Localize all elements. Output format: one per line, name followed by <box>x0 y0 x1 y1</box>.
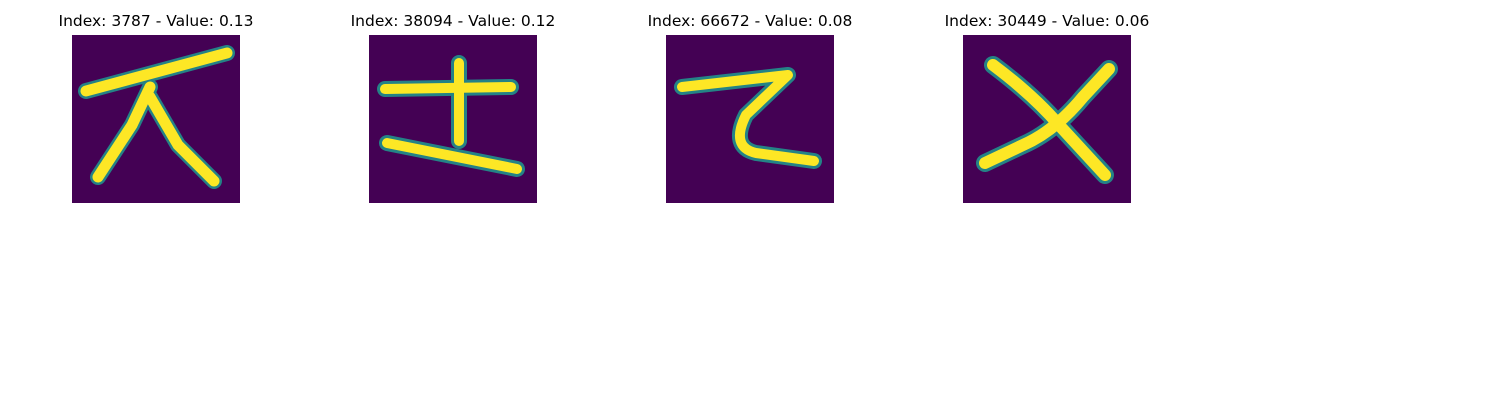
panel-title-3: Index: 66672 - Value: 0.08 <box>647 12 853 30</box>
panel-title-4: Index: 30449 - Value: 0.06 <box>944 12 1150 30</box>
character-image-3 <box>666 35 834 203</box>
image-panel-1: Index: 3787 - Value: 0.13 <box>26 0 286 210</box>
image-panel-2: Index: 38094 - Value: 0.12 <box>323 0 583 210</box>
panel-title-1: Index: 3787 - Value: 0.13 <box>58 12 254 30</box>
character-image-1 <box>72 35 240 203</box>
image-panel-4: Index: 30449 - Value: 0.06 <box>917 0 1177 210</box>
character-image-4 <box>963 35 1131 203</box>
character-image-2 <box>369 35 537 203</box>
image-panel-3: Index: 66672 - Value: 0.08 <box>620 0 880 210</box>
panel-title-2: Index: 38094 - Value: 0.12 <box>350 12 556 30</box>
